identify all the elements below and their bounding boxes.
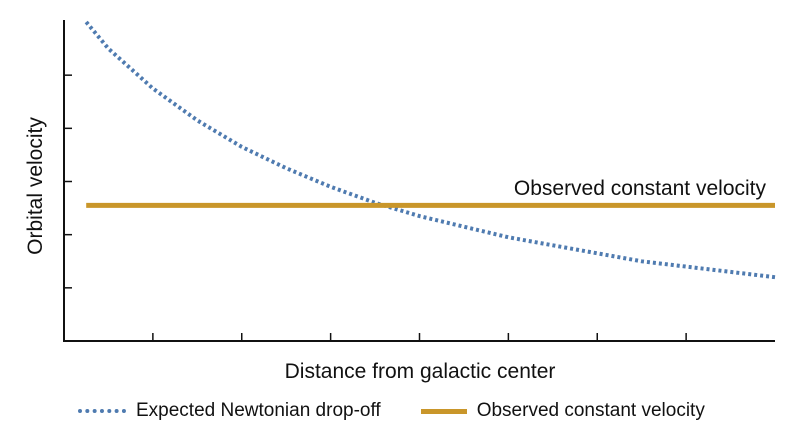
legend-label-newtonian: Expected Newtonian drop-off: [136, 400, 381, 421]
legend-swatch-solid: [420, 408, 467, 414]
legend-item-observed: Observed constant velocity: [420, 400, 705, 422]
plot-area: [84, 20, 776, 280]
annotation-observed: Observed constant velocity: [514, 177, 767, 200]
x-axis-label: Distance from galactic center: [285, 360, 556, 383]
y-axis-label: Orbital velocity: [24, 117, 47, 255]
series-line-newtonian: [84, 20, 776, 280]
axis-ticks: [64, 74, 687, 341]
legend-swatch-dotted: [78, 409, 126, 413]
legend-label-observed: Observed constant velocity: [476, 400, 705, 421]
legend-item-newtonian: Expected Newtonian drop-off: [78, 400, 381, 422]
legend: Expected Newtonian drop-off Observed con…: [78, 400, 745, 422]
